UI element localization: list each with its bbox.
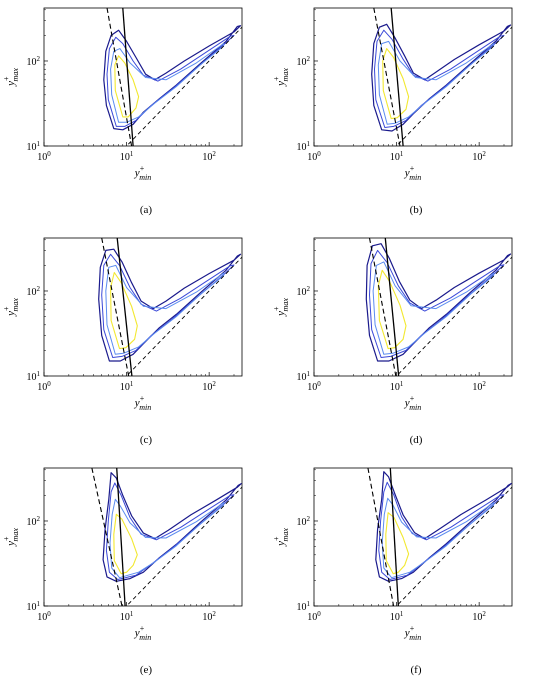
y-tick-label: 102 — [27, 55, 41, 68]
inner-contour — [377, 40, 495, 125]
panel-caption: (c) — [139, 434, 153, 446]
panel-caption: (d) — [409, 434, 423, 446]
plot-frame — [43, 237, 243, 377]
outer-contour — [103, 25, 242, 131]
panel-caption: (b) — [409, 204, 423, 216]
x-tick-label: 101 — [120, 150, 134, 163]
x-tick-label: 102 — [472, 380, 486, 393]
core-contour — [385, 512, 410, 575]
x-tick-label: 100 — [37, 150, 51, 163]
x-tick-label: 102 — [472, 150, 486, 163]
y-tick-label: 101 — [27, 370, 41, 383]
core-contour — [110, 271, 138, 350]
x-tick-label: 100 — [307, 610, 321, 623]
outer-contour — [102, 472, 242, 582]
plot-frame — [313, 7, 513, 147]
x-tick-label: 102 — [202, 380, 216, 393]
inner-contour — [110, 43, 225, 123]
dashed-line — [106, 8, 133, 146]
inner-contour — [105, 264, 225, 355]
x-axis-label: y+ min — [134, 164, 151, 182]
x-tick-label: 101 — [120, 610, 134, 623]
solid-line — [122, 8, 134, 146]
core-contour — [377, 269, 407, 350]
y-tick-label: 101 — [27, 600, 41, 613]
x-tick-label: 102 — [202, 610, 216, 623]
x-tick-label: 101 — [390, 380, 404, 393]
y-tick-label: 102 — [297, 515, 311, 528]
y-axis-label: y+max — [272, 68, 290, 87]
x-tick-label: 100 — [307, 150, 321, 163]
x-axis-label: y+ min — [404, 164, 421, 182]
x-tick-label: 102 — [202, 150, 216, 163]
dashed-line — [367, 468, 395, 606]
x-axis-label: y+ min — [134, 624, 151, 642]
x-axis-label: y+ min — [404, 394, 421, 412]
y-axis-label: y+max — [2, 68, 20, 87]
inner-contour — [109, 498, 225, 579]
core-contour — [382, 48, 410, 120]
diagonal-line — [125, 486, 242, 606]
mid-contour — [105, 482, 235, 580]
y-axis-label: y+max — [2, 298, 20, 317]
solid-line — [390, 8, 404, 146]
y-tick-label: 101 — [27, 140, 41, 153]
y-tick-label: 101 — [297, 140, 311, 153]
x-tick-label: 101 — [390, 610, 404, 623]
y-tick-label: 102 — [27, 285, 41, 298]
panel-caption: (e) — [139, 664, 153, 676]
plot-frame — [313, 237, 513, 377]
diagonal-line — [395, 26, 512, 146]
diagonal-line — [395, 486, 512, 606]
y-tick-label: 102 — [297, 285, 311, 298]
y-tick-label: 101 — [297, 600, 311, 613]
y-tick-label: 102 — [27, 515, 41, 528]
panel-caption: (a) — [139, 204, 153, 216]
inner-contour — [381, 497, 495, 579]
x-axis-label: y+ min — [134, 394, 151, 412]
x-tick-label: 101 — [390, 150, 404, 163]
plot-frame — [43, 467, 243, 607]
y-axis-label: y+max — [272, 298, 290, 317]
x-axis-label: y+ min — [404, 624, 421, 642]
panel-caption: (f) — [410, 664, 422, 676]
y-tick-label: 101 — [297, 370, 311, 383]
plot-frame — [313, 467, 513, 607]
x-tick-label: 100 — [307, 380, 321, 393]
outer-contour — [98, 248, 242, 362]
diagonal-line — [125, 256, 242, 376]
core-contour — [113, 513, 138, 575]
plot-frame — [43, 7, 243, 147]
solid-line — [389, 468, 399, 606]
solid-line — [116, 238, 133, 376]
diagonal-line — [395, 256, 512, 376]
x-tick-label: 100 — [37, 380, 51, 393]
y-axis-label: y+max — [2, 528, 20, 547]
x-tick-label: 101 — [120, 380, 134, 393]
x-tick-label: 102 — [472, 610, 486, 623]
solid-line — [384, 238, 400, 376]
y-axis-label: y+max — [272, 528, 290, 547]
y-tick-label: 102 — [297, 55, 311, 68]
core-contour — [114, 55, 140, 118]
outer-contour — [375, 471, 512, 582]
inner-contour — [372, 261, 495, 355]
diagonal-line — [125, 26, 242, 146]
x-tick-label: 100 — [37, 610, 51, 623]
solid-line — [116, 468, 126, 606]
mid-contour — [378, 481, 505, 580]
